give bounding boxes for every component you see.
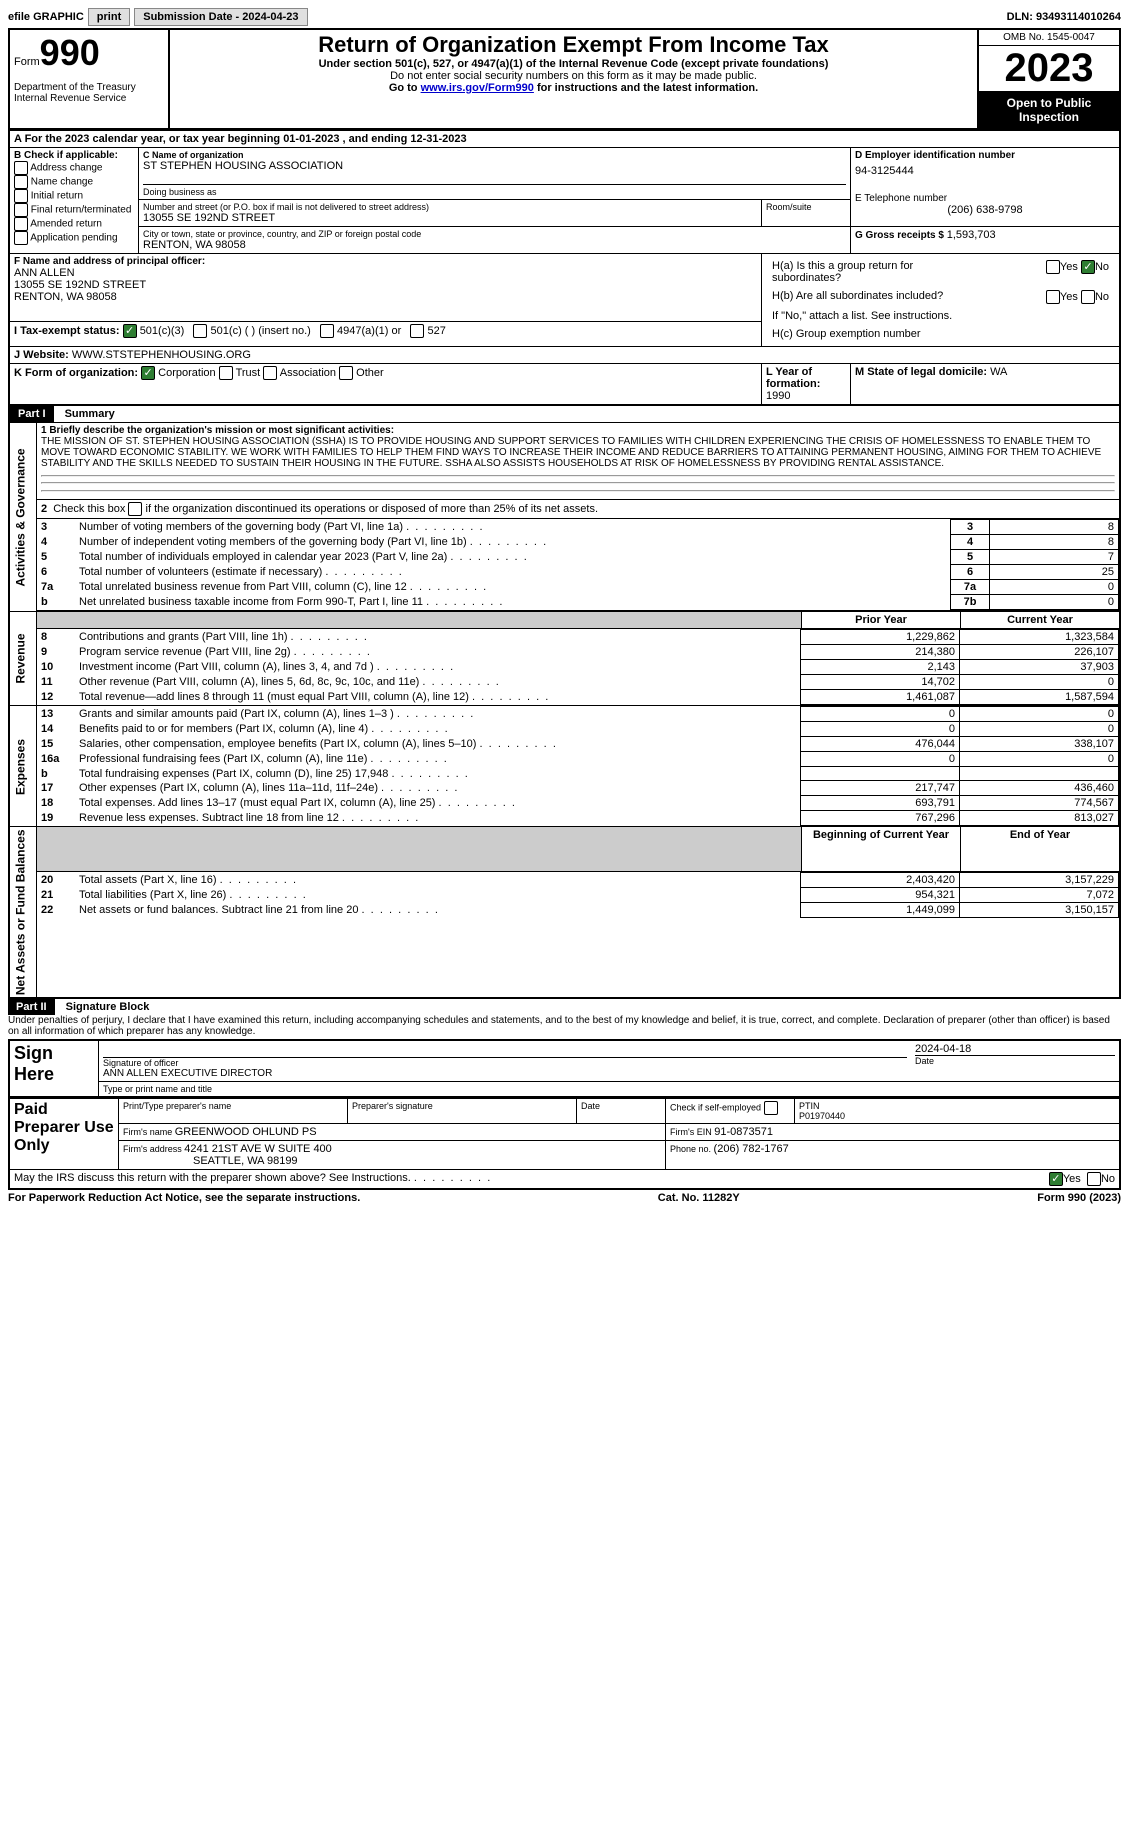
sig-officer-label: Signature of officer xyxy=(103,1058,907,1068)
top-bar: efile GRAPHIC print Submission Date - 20… xyxy=(8,8,1121,26)
g-label: G Gross receipts $ xyxy=(855,230,947,241)
q2: 2 Check this box if the organization dis… xyxy=(37,500,1121,519)
gross: 1,593,703 xyxy=(947,229,996,241)
j-label: J Website: xyxy=(14,349,72,361)
c-label: C Name of organization xyxy=(143,150,846,160)
officer-addr2: RENTON, WA 98058 xyxy=(14,291,757,303)
website: WWW.STSTEPHENHOUSING.ORG xyxy=(72,349,251,361)
bocy-header: Beginning of Current Year xyxy=(802,827,961,872)
year-box: 2023 xyxy=(979,46,1119,92)
discuss-yes[interactable]: ✓ xyxy=(1049,1172,1063,1186)
i-501c3-check[interactable]: ✓ xyxy=(123,324,137,338)
addr: 13055 SE 192ND STREET xyxy=(143,212,757,224)
ha-no-check[interactable]: ✓ xyxy=(1081,260,1095,274)
sig-date: 2024-04-18 xyxy=(915,1043,1115,1056)
prep-sig-label: Preparer's signature xyxy=(348,1098,577,1123)
b-label: B Check if applicable: xyxy=(14,150,134,161)
addr-label: Number and street (or P.O. box if mail i… xyxy=(143,202,757,212)
open-public: Open to Public Inspection xyxy=(979,92,1119,128)
declaration: Under penalties of perjury, I declare th… xyxy=(8,1015,1121,1040)
footer: For Paperwork Reduction Act Notice, see … xyxy=(8,1192,1121,1204)
phone: (206) 638-9798 xyxy=(855,204,1115,216)
date-label: Date xyxy=(915,1056,1115,1066)
officer-sig: ANN ALLEN EXECUTIVE DIRECTOR xyxy=(103,1068,907,1079)
signature-table: Sign Here Signature of officer ANN ALLEN… xyxy=(8,1040,1121,1098)
omb-label: OMB No. 1545-0047 xyxy=(979,30,1119,46)
print-name-label: Print/Type preparer's name xyxy=(119,1098,348,1123)
efile-label: efile GRAPHIC xyxy=(8,11,84,23)
e-label: E Telephone number xyxy=(855,193,1115,204)
sign-here: Sign Here xyxy=(9,1040,99,1097)
l-label: L Year of formation: xyxy=(766,366,820,390)
expense-lines: 13Grants and similar amounts paid (Part … xyxy=(37,706,1119,826)
b-items: Address change Name change Initial retur… xyxy=(14,161,134,245)
exp-label: Expenses xyxy=(9,706,37,827)
mission: THE MISSION OF ST. STEPHEN HOUSING ASSOC… xyxy=(41,436,1115,469)
nafb-label: Net Assets or Fund Balances xyxy=(9,827,37,998)
dept-label: Department of the Treasury xyxy=(14,82,164,93)
form-title: Return of Organization Exempt From Incom… xyxy=(174,32,973,58)
f-label: F Name and address of principal officer: xyxy=(14,256,757,267)
room-label: Room/suite xyxy=(766,202,846,212)
paperwork: For Paperwork Reduction Act Notice, see … xyxy=(8,1192,360,1204)
preparer-table: Paid Preparer Use Only Print/Type prepar… xyxy=(8,1098,1121,1190)
dln-label: DLN: 93493114010264 xyxy=(1007,11,1121,23)
form-no: Form 990 (2023) xyxy=(1037,1192,1121,1204)
part2-label: Part II xyxy=(8,999,55,1015)
py-header: Prior Year xyxy=(802,611,961,629)
i-label: I Tax-exempt status: xyxy=(14,325,120,337)
officer-name: ANN ALLEN xyxy=(14,267,757,279)
eoy-header: End of Year xyxy=(961,827,1121,872)
d-label: D Employer identification number xyxy=(855,150,1115,161)
ag-label: Activities & Governance xyxy=(9,423,37,612)
part1-table: Part I Summary Activities & Governance 1… xyxy=(8,406,1121,999)
submission-button[interactable]: Submission Date - 2024-04-23 xyxy=(134,8,307,26)
city: RENTON, WA 98058 xyxy=(143,239,846,251)
part1-title: Summary xyxy=(57,408,115,420)
irs-link[interactable]: www.irs.gov/Form990 xyxy=(421,82,534,94)
ein: 94-3125444 xyxy=(855,161,1115,181)
part2-title: Signature Block xyxy=(58,1001,150,1013)
ha-label: H(a) Is this a group return for subordin… xyxy=(772,260,913,284)
k-corp-check[interactable]: ✓ xyxy=(141,366,155,380)
irs-label: Internal Revenue Service xyxy=(14,93,164,104)
period-line: A For the 2023 calendar year, or tax yea… xyxy=(9,131,1120,148)
form-table: Form990 Department of the Treasury Inter… xyxy=(8,28,1121,130)
paid-label: Paid Preparer Use Only xyxy=(9,1098,119,1169)
rev-label: Revenue xyxy=(9,611,37,706)
city-label: City or town, state or province, country… xyxy=(143,229,846,239)
hc-label: H(c) Group exemption number xyxy=(768,326,1113,342)
dba-label: Doing business as xyxy=(143,184,846,197)
subtitle2: Do not enter social security numbers on … xyxy=(174,70,973,82)
revenue-lines: 8Contributions and grants (Part VIII, li… xyxy=(37,629,1119,705)
q1: 1 Briefly describe the organization's mi… xyxy=(41,425,1115,436)
lines-top: 3Number of voting members of the governi… xyxy=(37,519,1119,610)
type-name: Type or print name and title xyxy=(99,1081,1121,1097)
date-label2: Date xyxy=(577,1098,666,1123)
officer-addr1: 13055 SE 192ND STREET xyxy=(14,279,757,291)
hb-label: H(b) Are all subordinates included? xyxy=(772,290,943,302)
print-button[interactable]: print xyxy=(88,8,130,26)
nafb-lines: 20Total assets (Part X, line 16)2,403,42… xyxy=(37,872,1119,918)
part1-label: Part I xyxy=(10,406,54,422)
discuss: May the IRS discuss this return with the… xyxy=(14,1172,490,1184)
h-note: If "No," attach a list. See instructions… xyxy=(768,308,1113,324)
cy-header: Current Year xyxy=(961,611,1121,629)
m-label: M State of legal domicile: xyxy=(855,366,990,378)
section-a: A For the 2023 calendar year, or tax yea… xyxy=(8,130,1121,406)
org-name: ST STEPHEN HOUSING ASSOCIATION xyxy=(143,160,846,172)
subtitle3: Go to www.irs.gov/Form990 for instructio… xyxy=(174,82,973,94)
form-label: Form990 xyxy=(14,32,164,74)
k-label: K Form of organization: xyxy=(14,367,138,379)
cat-no: Cat. No. 11282Y xyxy=(658,1192,740,1204)
subtitle1: Under section 501(c), 527, or 4947(a)(1)… xyxy=(174,58,973,70)
